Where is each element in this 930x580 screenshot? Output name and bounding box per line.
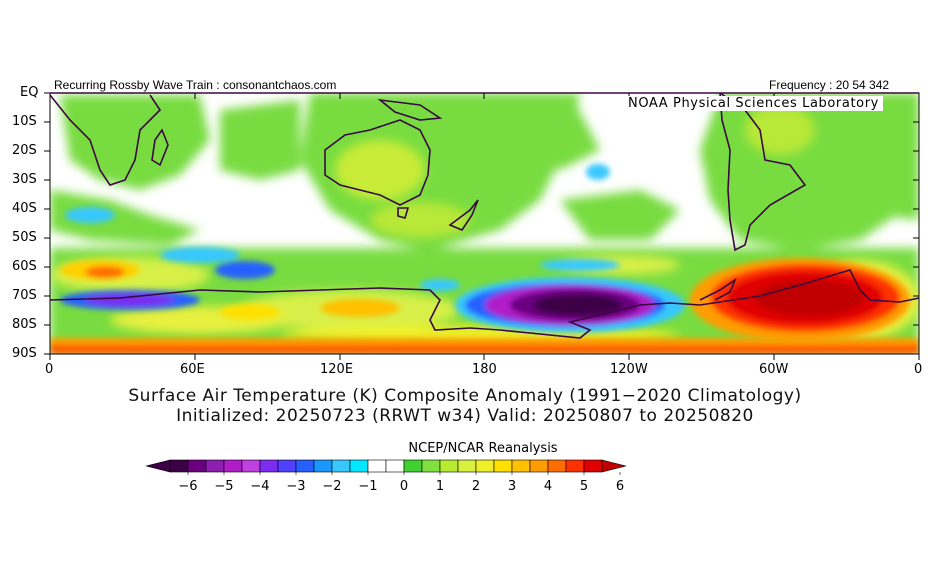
antarctic-peninsula-coast bbox=[699, 277, 737, 301]
colorbar-swatch bbox=[475, 459, 495, 473]
colorbar-tick-label: −3 bbox=[286, 479, 305, 494]
colorbar-tick-label: 5 bbox=[580, 479, 588, 494]
header-frequency: Frequency : 20 54 342 bbox=[769, 78, 890, 92]
colorbar-swatch bbox=[205, 459, 225, 473]
australia-coast bbox=[324, 119, 431, 206]
lat-label: 70S bbox=[12, 288, 37, 303]
colorbar-tick-label: 1 bbox=[436, 479, 444, 494]
colorbar-swatch bbox=[259, 459, 279, 473]
colorbar-tick-label: 0 bbox=[400, 479, 408, 494]
antarctica-coast bbox=[50, 269, 919, 339]
lon-label: 0 bbox=[914, 362, 923, 377]
colorbar-swatch bbox=[403, 459, 423, 473]
colorbar-tick-label: −6 bbox=[178, 479, 197, 494]
lat-label: 90S bbox=[12, 346, 37, 361]
colorbar: −6 −5 −4 −3 −2 −1 0 1 2 3 4 5 6 bbox=[145, 459, 627, 494]
map-title: Surface Air Temperature (K) Composite An… bbox=[128, 386, 802, 406]
lon-label: 60W bbox=[759, 362, 789, 377]
lon-label: 60E bbox=[180, 362, 205, 377]
lon-label: 120W bbox=[610, 362, 648, 377]
lab-credit: NOAA Physical Sciences Laboratory bbox=[624, 96, 883, 111]
colorbar-tick-label: −5 bbox=[214, 479, 233, 494]
colorbar-swatch bbox=[169, 459, 189, 473]
colorbar-swatch bbox=[295, 459, 315, 473]
colorbar-swatch bbox=[241, 459, 261, 473]
colorbar-tick-label: 3 bbox=[508, 479, 516, 494]
colorbar-swatch bbox=[439, 459, 459, 473]
colorbar-label: NCEP/NCAR Reanalysis bbox=[408, 441, 558, 456]
new-guinea-coast bbox=[377, 98, 443, 121]
colorbar-over-arrow bbox=[601, 459, 627, 473]
header-source: Recurring Rossby Wave Train : consonantc… bbox=[54, 78, 337, 92]
colorbar-swatch bbox=[349, 459, 369, 473]
colorbar-tick-label: 2 bbox=[472, 479, 480, 494]
lon-ticks bbox=[49, 93, 920, 360]
lat-label: 60S bbox=[12, 259, 37, 274]
colorbar-tick-label: 6 bbox=[616, 479, 624, 494]
colorbar-swatch bbox=[331, 459, 351, 473]
madagascar-coast bbox=[151, 128, 169, 167]
colorbar-swatch bbox=[457, 459, 477, 473]
colorbar-tick-label: −4 bbox=[250, 479, 269, 494]
colorbar-swatch bbox=[565, 459, 585, 473]
lat-label: 40S bbox=[12, 201, 37, 216]
tasmania-coast bbox=[397, 207, 410, 219]
colorbar-swatch bbox=[529, 459, 549, 473]
lat-label: 30S bbox=[12, 172, 37, 187]
colorbar-swatch bbox=[511, 459, 531, 473]
colorbar-swatch bbox=[493, 459, 513, 473]
south-america-coast bbox=[719, 93, 807, 252]
lon-label: 0 bbox=[45, 362, 54, 377]
colorbar-swatch bbox=[277, 459, 297, 473]
anomaly-fields bbox=[50, 93, 919, 354]
colorbar-swatch bbox=[313, 459, 333, 473]
lat-label: 50S bbox=[12, 230, 37, 245]
africa-coast bbox=[50, 94, 162, 186]
colorbar-tick-label: −1 bbox=[358, 479, 377, 494]
colorbar-swatch bbox=[547, 459, 567, 473]
lon-label: 180 bbox=[472, 362, 497, 377]
colorbar-swatch bbox=[421, 459, 441, 473]
lon-label: 120E bbox=[320, 362, 354, 377]
colorbar-tick-label: −2 bbox=[322, 479, 341, 494]
new-zealand-coast bbox=[448, 199, 479, 231]
colorbar-swatch bbox=[223, 459, 243, 473]
lat-label: 20S bbox=[12, 143, 37, 158]
colorbar-tick-label: 4 bbox=[544, 479, 552, 494]
colorbar-swatch bbox=[385, 459, 405, 473]
lat-label: 10S bbox=[12, 114, 37, 129]
map-subtitle: Initialized: 20250723 (RRWT w34) Valid: … bbox=[176, 406, 754, 426]
coastlines bbox=[50, 93, 919, 339]
colorbar-under-arrow bbox=[145, 459, 171, 473]
colorbar-swatch bbox=[367, 459, 387, 473]
colorbar-swatch bbox=[583, 459, 603, 473]
lat-label: 80S bbox=[12, 317, 37, 332]
lat-label: EQ bbox=[20, 85, 39, 100]
colorbar-swatch bbox=[187, 459, 207, 473]
lat-ticks bbox=[44, 92, 919, 355]
